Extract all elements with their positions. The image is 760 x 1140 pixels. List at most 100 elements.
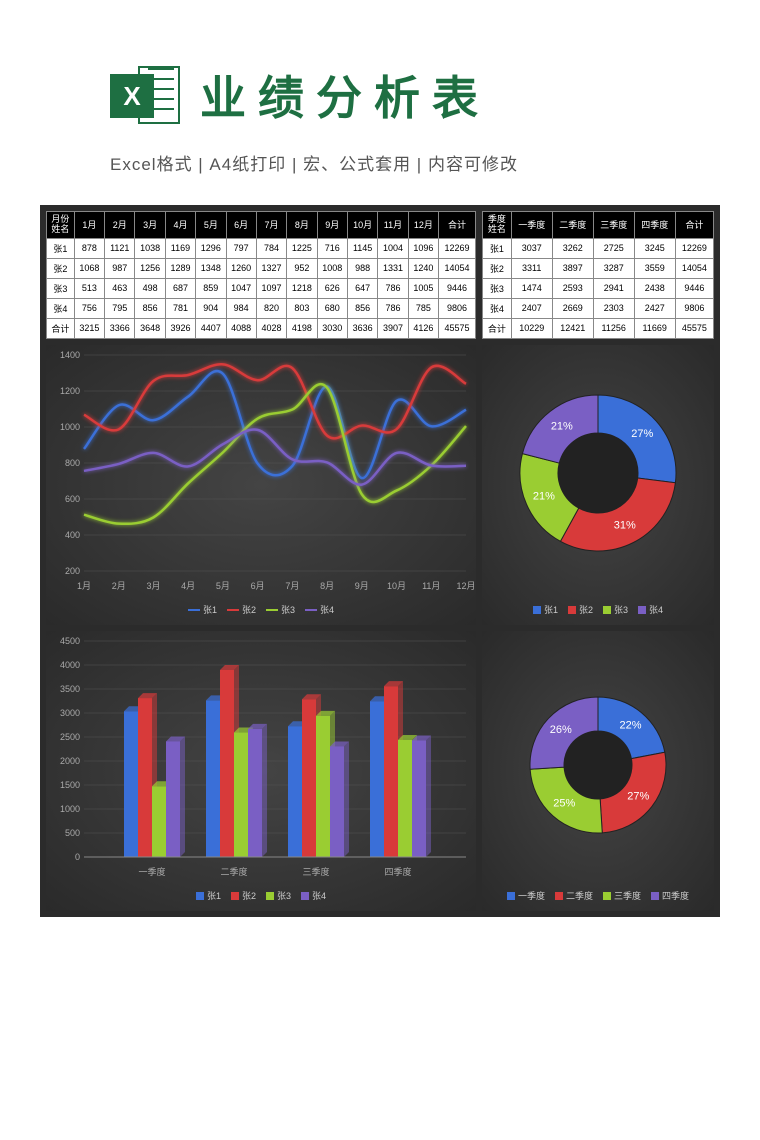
bar-side [344,741,349,857]
table-cell: 3245 [634,238,675,258]
line-chart-legend: 张1张2张3张4 [46,599,476,622]
svg-text:400: 400 [65,530,80,540]
table-cell: 3897 [552,258,593,278]
table-header: 10月 [347,212,377,239]
table-header: 5月 [196,212,226,239]
legend-item: 张2 [568,603,593,616]
table-header: 三季度 [593,212,634,239]
svg-text:二季度: 二季度 [220,866,247,877]
row-bar-donut: 050010001500200025003000350040004500一季度二… [46,631,714,911]
line-chart-panel: 2004006008001000120014001月2月3月4月5月6月7月8月… [46,345,476,625]
table-row: 张210689871256128913481260132795210089881… [47,258,476,278]
table-cell: 687 [165,278,195,298]
donut-quarter-legend: 一季度二季度三季度四季度 [482,885,714,908]
svg-text:7月: 7月 [285,581,299,591]
table-cell: 784 [256,238,286,258]
table-cell: 1240 [408,258,438,278]
svg-text:3000: 3000 [60,708,80,718]
svg-text:600: 600 [65,494,80,504]
table-cell: 1121 [105,238,135,258]
table-corner: 月份姓名 [47,212,75,239]
row-name: 合计 [483,318,512,338]
table-cell: 1296 [196,238,226,258]
donut-pct: 25% [553,797,575,809]
table-cell: 1097 [256,278,286,298]
line-series [84,371,466,478]
quarterly-table-wrap: 季度姓名一季度二季度三季度四季度合计张130373262272532451226… [482,211,714,339]
legend-item: 张2 [231,889,256,902]
table-header: 9月 [317,212,347,239]
table-cell: 11256 [593,318,634,338]
bar-side [180,736,185,857]
table-cell: 2438 [634,278,675,298]
row-name: 张3 [47,278,75,298]
table-cell: 4407 [196,318,226,338]
legend-item: 张1 [188,603,217,616]
table-cell: 463 [105,278,135,298]
bar [398,740,412,857]
table-cell: 795 [105,298,135,318]
donut-hole [564,731,632,799]
bar-side [262,724,267,857]
svg-text:4000: 4000 [60,660,80,670]
table-cell: 756 [74,298,104,318]
page-title: 业绩分析表 [200,62,490,128]
table-cell: 1005 [408,278,438,298]
row-name: 张4 [483,298,512,318]
svg-text:2000: 2000 [60,756,80,766]
donut-hole [558,433,638,513]
table-cell: 786 [378,298,408,318]
table-cell: 2427 [634,298,675,318]
table-cell: 820 [256,298,286,318]
table-cell: 1331 [378,258,408,278]
table-header: 4月 [165,212,195,239]
table-cell: 4126 [408,318,438,338]
table-cell: 11669 [634,318,675,338]
row-name: 张4 [47,298,75,318]
table-cell: 781 [165,298,195,318]
table-header: 2月 [105,212,135,239]
table-row: 张1303732622725324512269 [483,238,714,258]
bar [384,686,398,857]
table-cell: 9806 [439,298,476,318]
table-header: 一季度 [511,212,552,239]
donut-pct: 26% [550,724,572,736]
table-cell: 4028 [256,318,286,338]
table-header: 3月 [135,212,165,239]
bar [316,716,330,857]
svg-text:2月: 2月 [112,581,126,591]
table-cell: 1169 [165,238,195,258]
donut-pct: 27% [631,428,653,440]
table-cell: 1348 [196,258,226,278]
table-cell: 14054 [675,258,713,278]
svg-text:10月: 10月 [387,581,406,591]
excel-icon: X [110,60,180,130]
svg-text:2500: 2500 [60,732,80,742]
table-cell: 3907 [378,318,408,338]
table-cell: 1145 [347,238,377,258]
table-cell: 3926 [165,318,195,338]
legend-item: 四季度 [651,889,689,902]
table-cell: 680 [317,298,347,318]
table-cell: 785 [408,298,438,318]
bar [138,698,152,857]
tables-row: 月份姓名1月2月3月4月5月6月7月8月9月10月11月12月合计张187811… [46,211,714,339]
excel-icon-letter: X [110,74,154,118]
table-cell: 2593 [552,278,593,298]
donut-person-panel: 27%31%21%21% 张1张2张3张4 [482,345,714,625]
table-row: 张351346349868785910471097121862664778610… [47,278,476,298]
table-cell: 9806 [675,298,713,318]
legend-item: 张4 [305,603,334,616]
table-cell: 786 [378,278,408,298]
row-name: 合计 [47,318,75,338]
table-header: 二季度 [552,212,593,239]
legend-item: 张1 [196,889,221,902]
svg-text:4500: 4500 [60,636,80,646]
table-cell: 952 [287,258,317,278]
bar [166,741,180,857]
table-cell: 1068 [74,258,104,278]
table-row: 张424072669230324279806 [483,298,714,318]
svg-text:6月: 6月 [251,581,265,591]
dashboard: 月份姓名1月2月3月4月5月6月7月8月9月10月11月12月合计张187811… [40,205,720,917]
legend-item: 张4 [638,603,663,616]
